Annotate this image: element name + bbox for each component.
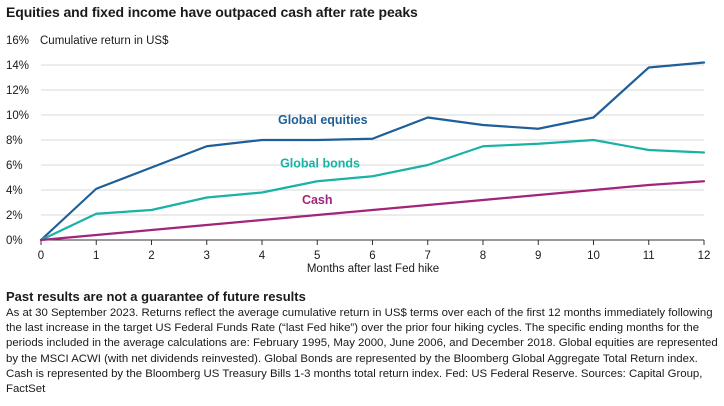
x-tick-label: 5	[314, 250, 320, 262]
x-tick-label: 12	[698, 250, 711, 262]
y-tick-label: 4%	[6, 185, 23, 197]
disclaimer-heading: Past results are not a guarantee of futu…	[6, 289, 306, 304]
y-axis-title: Cumulative return in US$	[40, 35, 169, 47]
y-tick-label: 10%	[6, 110, 29, 122]
x-axis: 0 1 2 3 4 5 6 7 8 9 10 11 12	[38, 239, 711, 262]
x-tick-label: 7	[425, 250, 431, 262]
y-tick-label: 8%	[6, 135, 23, 147]
x-tick-label: 10	[587, 250, 600, 262]
series-line-global-equities	[39, 61, 706, 242]
y-tick-label: 2%	[6, 210, 23, 222]
series-line-cash	[39, 180, 706, 242]
gridlines	[41, 64, 704, 216]
chart-title: Equities and fixed income have outpaced …	[6, 4, 418, 20]
y-tick-label: 14%	[6, 60, 29, 72]
x-tick-label: 11	[643, 250, 655, 262]
y-tick-label: 0%	[6, 235, 23, 247]
x-tick-label: 6	[369, 250, 375, 262]
y-tick-label: 12%	[6, 85, 29, 97]
x-tick-label: 2	[148, 250, 154, 262]
footnote-text: As at 30 September 2023. Returns reflect…	[6, 307, 718, 396]
x-tick-label: 8	[480, 250, 486, 262]
x-tick-label: 9	[535, 250, 541, 262]
y-axis: 0% 2% 4% 6% 8% 10% 12% 14% 16%	[6, 35, 29, 247]
y-tick-label: 16%	[6, 35, 29, 47]
x-axis-title: Months after last Fed hike	[307, 263, 439, 275]
series-label-global-equities: Global equities	[278, 113, 368, 127]
x-tick-label: 4	[259, 250, 266, 262]
series-label-global-bonds: Global bonds	[280, 157, 360, 171]
y-tick-label: 6%	[6, 160, 23, 172]
x-tick-label: 3	[204, 250, 210, 262]
series-label-cash: Cash	[302, 193, 333, 207]
series-lines	[39, 61, 706, 242]
x-tick-label: 1	[93, 250, 99, 262]
series-line-global-bonds	[39, 138, 706, 242]
line-chart: 0%2%4%6%8%10%12%14%16% 0 1 2 3 4 5 6 7 8 9 10 11 12 …	[6, 35, 711, 275]
x-tick-label: 0	[38, 250, 44, 262]
series-labels: Global equities Global bonds Cash	[278, 113, 368, 207]
